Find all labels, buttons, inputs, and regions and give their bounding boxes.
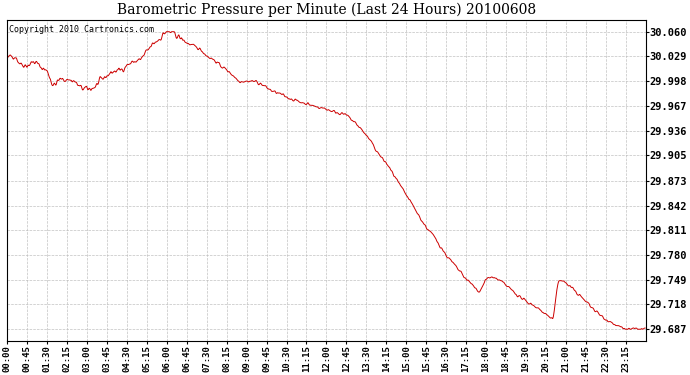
Text: Copyright 2010 Cartronics.com: Copyright 2010 Cartronics.com [8, 24, 154, 33]
Title: Barometric Pressure per Minute (Last 24 Hours) 20100608: Barometric Pressure per Minute (Last 24 … [117, 3, 536, 17]
